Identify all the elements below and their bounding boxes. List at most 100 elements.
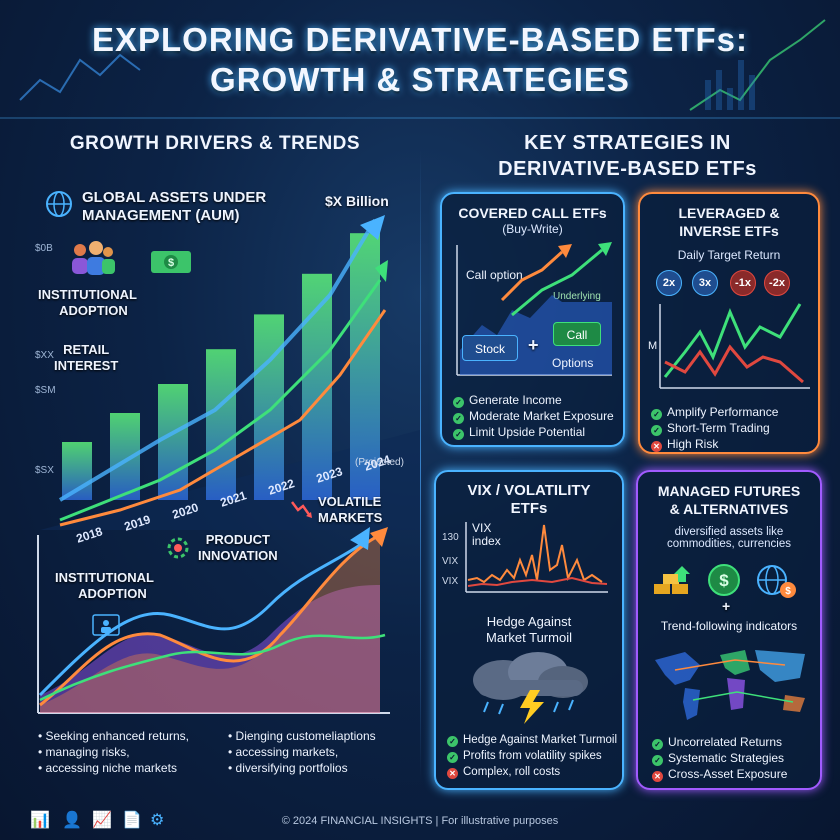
covered-title-2: (Buy-Write) xyxy=(502,222,563,236)
managed-sub-1: diversified assets like xyxy=(674,526,784,538)
call-pill: Call xyxy=(553,322,601,346)
bullet-item: ✓ Profits from volatility spikes xyxy=(447,748,617,764)
volatile-line-1: VOLATILE xyxy=(318,494,382,509)
bullet-item: ✓ Limit Upside Potential xyxy=(453,424,614,440)
vix-title-2: ETFs xyxy=(510,500,548,517)
vix-axis-1: 130 xyxy=(442,532,459,543)
vix-hedge-text: Hedge Against Market Turmoil xyxy=(436,614,622,646)
vix-hedge-line-1: Hedge Against xyxy=(486,614,572,629)
axis-label-3: $SX xyxy=(35,465,54,476)
settings-icon: ⚙ xyxy=(150,812,165,829)
aum-bar xyxy=(158,384,188,500)
vix-chart xyxy=(465,522,608,593)
aum-bar xyxy=(254,314,284,500)
managed-title-2: & ALTERNATIVES xyxy=(669,501,789,517)
strategies-line-1: KEY STRATEGIES IN xyxy=(524,132,731,154)
chart-icon: 📈 xyxy=(92,812,112,829)
innovation-icon xyxy=(167,537,189,559)
document-icon: 📄 xyxy=(122,812,142,829)
underlying-label: Underlying xyxy=(553,291,601,302)
multiplier-neg2x: -2x xyxy=(764,270,790,296)
aum-bar xyxy=(350,233,380,500)
bar-chart-icon: 📊 xyxy=(30,812,50,829)
call-option-label: Call option xyxy=(466,268,523,282)
leveraged-axis-label: M xyxy=(648,340,658,352)
managed-bullets: ✓ Uncorrelated Returns ✓ Systematic Strate… xyxy=(652,734,787,782)
axis-label-2: $SM xyxy=(35,385,56,396)
stock-pill: Stock xyxy=(462,335,518,361)
managed-title-1: MANAGED FUTURES xyxy=(657,483,801,499)
leveraged-title-2: INVERSE ETFs xyxy=(679,223,779,239)
axis-label-0: $0B xyxy=(35,243,53,254)
options-label: Options xyxy=(552,356,594,370)
left-bullets-a: • Seeking enhanced returns, • managing r… xyxy=(38,728,189,776)
institutional-bottom-line-1: INSTITUTIONAL xyxy=(55,570,154,585)
section-divider xyxy=(420,150,421,780)
bullet-item: ✓ Hedge Against Market Turmoil xyxy=(447,732,617,748)
storm-cloud-icon xyxy=(473,652,588,724)
plus-sign: + xyxy=(528,335,539,355)
aum-bar xyxy=(206,349,236,500)
retail-line-2: INTEREST xyxy=(54,358,119,373)
svg-text:$: $ xyxy=(168,257,174,269)
aum-line-2: MANAGEMENT (AUM) xyxy=(82,207,240,224)
bullet-item: ✓ Uncorrelated Returns xyxy=(652,734,787,750)
retail-interest: RETAIL INTEREST xyxy=(54,342,118,374)
volatile-down-icon xyxy=(291,501,312,518)
institutional-top-line-2: ADOPTION xyxy=(59,303,128,318)
trend-following-label: Trend-following indicators xyxy=(660,619,798,633)
bullet-item: • managing risks, xyxy=(38,745,130,759)
world-map-icon xyxy=(655,650,805,720)
product-line-2: INNOVATION xyxy=(198,548,278,563)
people-icon xyxy=(72,241,115,275)
bullet-item: • accessing niche markets xyxy=(38,761,177,775)
vix-axis-2: VIX xyxy=(442,556,459,567)
billion-label: $X Billion xyxy=(325,193,389,209)
bullet-item: • diversifying portfolios xyxy=(228,761,348,775)
covered-title-1: COVERED CALL ETFs xyxy=(458,205,607,221)
bullet-item: ✓ Generate Income xyxy=(453,392,614,408)
multiplier-3x: 3x xyxy=(692,270,718,296)
strategies-heading: KEY STRATEGIES IN DERIVATIVE-BASED ETFs xyxy=(440,130,815,182)
bullet-item: • accessing markets, xyxy=(228,745,339,759)
leveraged-chart xyxy=(659,303,810,389)
globe-icon xyxy=(46,191,72,217)
covered-bullets: ✓ Generate Income ✓ Moderate Market Exposu… xyxy=(453,392,614,440)
dollar-coin-icon: $ xyxy=(708,564,740,596)
vix-index-label: VIX index xyxy=(472,522,501,548)
institutional-top-line-1: INSTITUTIONAL xyxy=(38,287,137,302)
vix-index-line-2: index xyxy=(472,534,501,548)
leveraged-bullets: ✓ Amplify Performance ✓ Short-Term Trading… xyxy=(651,404,778,452)
volatile-line-2: MARKETS xyxy=(318,510,383,525)
bullet-item: ✕ High Risk xyxy=(651,436,778,452)
institutional-bottom-line-2: ADOPTION xyxy=(78,586,147,601)
multiplier-2x: 2x xyxy=(656,270,682,296)
title-line-1: EXPLORING DERIVATIVE-BASED ETFs: xyxy=(91,21,748,58)
bullet-item: ✓ Amplify Performance xyxy=(651,404,778,420)
bullet-item: ✕ Complex, roll costs xyxy=(447,764,617,780)
multiplier-neg1x: -1x xyxy=(730,270,756,296)
bullet-item: ✓ Short-Term Trading xyxy=(651,420,778,436)
globe-dollar-icon: $ xyxy=(757,565,796,598)
projected-label: (Projected) xyxy=(355,457,404,468)
asset-icons: $ $ xyxy=(654,564,796,598)
managed-sub-2: commodities, currencies xyxy=(667,538,791,550)
footer-text: © 2024 FINANCIAL INSIGHTS | For illustra… xyxy=(281,815,559,827)
product-line-1: PRODUCT xyxy=(205,532,270,547)
money-icon: $ xyxy=(151,251,191,273)
market-trend-chart xyxy=(37,527,390,714)
leveraged-title-1: LEVERAGED & xyxy=(678,205,780,221)
gold-bars-icon xyxy=(654,566,690,594)
growth-heading: GROWTH DRIVERS & TRENDS xyxy=(69,133,361,154)
managed-futures-card: MANAGED FUTURES & ALTERNATIVES diversifi… xyxy=(636,470,822,790)
vix-bullets: ✓ Hedge Against Market Turmoil ✓ Profits f… xyxy=(447,732,617,780)
bullet-item: ✕ Cross-Asset Exposure xyxy=(652,766,787,782)
managed-plus: + xyxy=(722,598,731,614)
vix-index-line-1: VIX xyxy=(472,521,492,535)
volatile-markets: VOLATILE MARKETS xyxy=(318,494,382,526)
vix-hedge-line-2: Market Turmoil xyxy=(486,630,572,645)
svg-text:$: $ xyxy=(719,571,729,590)
left-bullets-b: • Dienging customeliaptions • accessing … xyxy=(228,728,376,776)
title-line-2: GROWTH & STRATEGIES xyxy=(210,61,630,98)
